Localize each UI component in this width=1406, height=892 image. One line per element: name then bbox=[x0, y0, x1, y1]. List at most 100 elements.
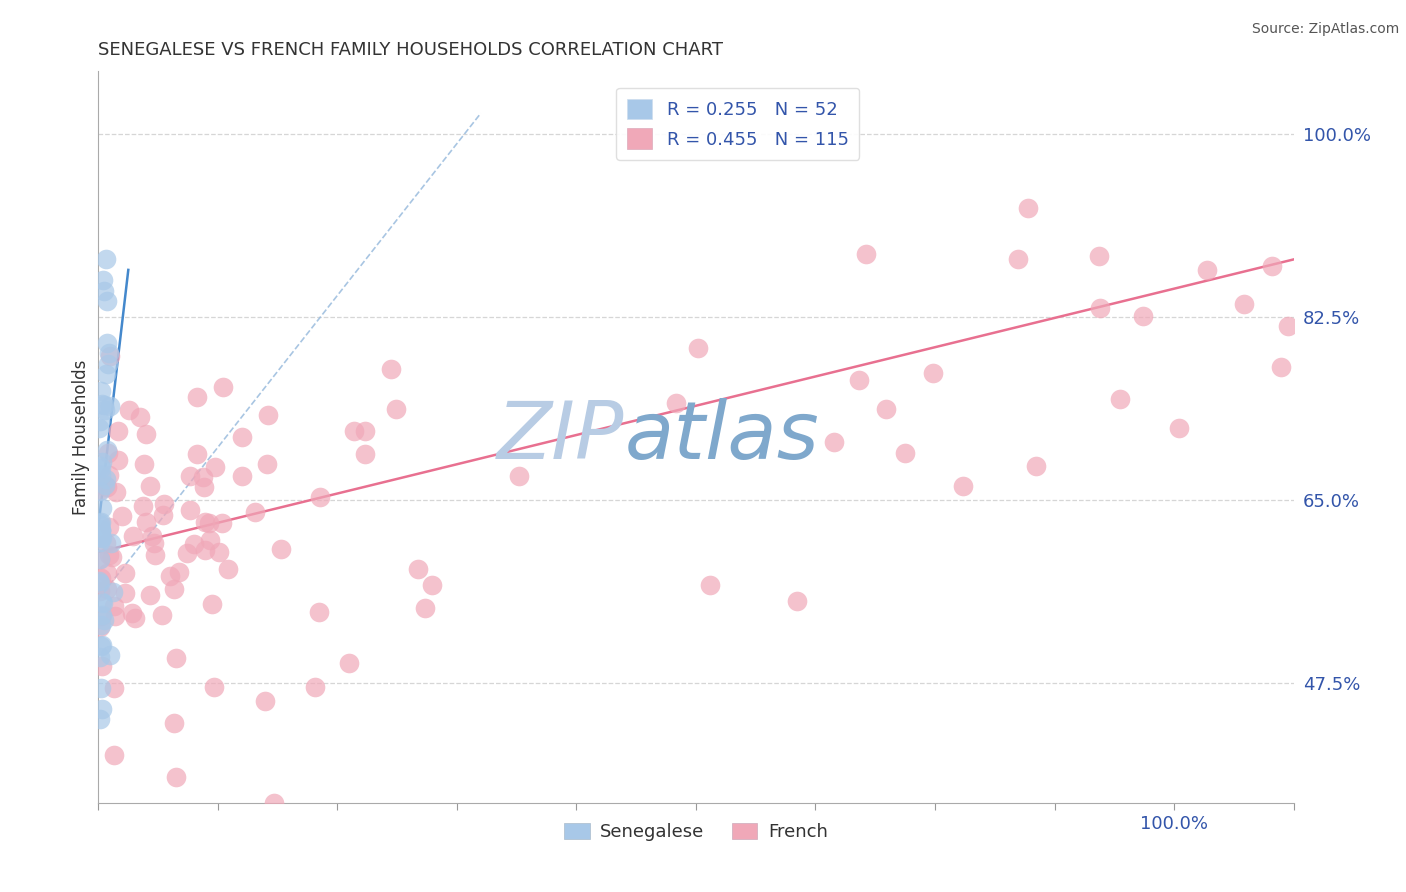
Point bbox=[129, 410, 152, 425]
Point bbox=[87, 529, 110, 543]
Point bbox=[96, 443, 118, 458]
Point bbox=[114, 566, 136, 580]
Point bbox=[103, 747, 125, 762]
Point bbox=[1195, 262, 1218, 277]
Point bbox=[89, 535, 111, 549]
Point bbox=[211, 516, 233, 530]
Point bbox=[406, 562, 429, 576]
Point bbox=[699, 577, 721, 591]
Point bbox=[90, 516, 112, 530]
Point bbox=[1017, 202, 1039, 216]
Point bbox=[89, 551, 111, 566]
Point bbox=[93, 284, 115, 298]
Point bbox=[217, 562, 239, 576]
Point bbox=[90, 639, 112, 653]
Point bbox=[98, 520, 121, 534]
Point bbox=[1090, 301, 1112, 315]
Point bbox=[163, 716, 186, 731]
Point bbox=[183, 537, 205, 551]
Point bbox=[354, 424, 377, 438]
Point bbox=[894, 446, 917, 460]
Point bbox=[855, 246, 877, 260]
Point bbox=[90, 639, 112, 653]
Point bbox=[922, 366, 945, 380]
Point bbox=[100, 550, 122, 565]
Point bbox=[186, 447, 208, 461]
Point bbox=[263, 796, 285, 810]
Point bbox=[132, 457, 155, 471]
Point bbox=[848, 373, 870, 387]
Point bbox=[231, 468, 253, 483]
Point bbox=[135, 427, 157, 442]
Point bbox=[89, 518, 111, 533]
Point bbox=[121, 607, 143, 621]
Point bbox=[1277, 318, 1299, 333]
Point bbox=[1168, 420, 1191, 434]
Point bbox=[243, 505, 266, 519]
Point bbox=[508, 468, 530, 483]
Point bbox=[98, 399, 121, 413]
Point bbox=[91, 500, 114, 515]
Point bbox=[91, 658, 114, 673]
Point bbox=[152, 508, 174, 522]
Point bbox=[204, 460, 226, 475]
Y-axis label: Family Households: Family Households bbox=[72, 359, 90, 515]
Point bbox=[100, 536, 122, 550]
Point bbox=[89, 576, 111, 591]
Point bbox=[89, 551, 111, 566]
Point bbox=[354, 447, 377, 461]
Point bbox=[90, 609, 112, 624]
Point bbox=[159, 569, 181, 583]
Point bbox=[107, 452, 129, 467]
Point bbox=[150, 608, 173, 623]
Point bbox=[124, 611, 146, 625]
Point bbox=[89, 414, 111, 428]
Point bbox=[138, 479, 160, 493]
Point bbox=[98, 468, 121, 483]
Point bbox=[380, 362, 402, 376]
Point bbox=[212, 380, 235, 394]
Text: atlas: atlas bbox=[624, 398, 820, 476]
Point bbox=[823, 435, 845, 450]
Point bbox=[98, 349, 121, 363]
Point bbox=[89, 712, 111, 726]
Point bbox=[96, 566, 118, 581]
Point bbox=[89, 516, 111, 530]
Point bbox=[89, 484, 111, 499]
Point bbox=[91, 273, 114, 287]
Point bbox=[103, 599, 125, 613]
Point bbox=[111, 509, 134, 524]
Point bbox=[141, 529, 163, 543]
Point bbox=[191, 469, 214, 483]
Point bbox=[96, 336, 118, 351]
Point bbox=[169, 566, 191, 580]
Point bbox=[179, 503, 201, 517]
Point bbox=[118, 402, 141, 417]
Point bbox=[1007, 252, 1029, 267]
Point bbox=[89, 583, 111, 598]
Point bbox=[90, 523, 112, 537]
Point bbox=[339, 656, 361, 670]
Point bbox=[343, 424, 366, 438]
Point bbox=[420, 578, 443, 592]
Point bbox=[952, 479, 974, 493]
Point bbox=[665, 396, 688, 410]
Point bbox=[1132, 310, 1154, 324]
Point bbox=[1233, 297, 1256, 311]
Point bbox=[98, 548, 121, 562]
Point bbox=[96, 582, 118, 596]
Point bbox=[304, 680, 326, 694]
Point bbox=[93, 614, 115, 628]
Point bbox=[132, 500, 155, 514]
Point bbox=[194, 543, 217, 558]
Point bbox=[163, 582, 186, 597]
Point bbox=[257, 408, 280, 422]
Point bbox=[1261, 259, 1284, 273]
Point bbox=[94, 252, 117, 267]
Point bbox=[114, 585, 136, 599]
Point bbox=[186, 390, 208, 404]
Text: ZIP: ZIP bbox=[496, 398, 624, 476]
Point bbox=[253, 694, 276, 708]
Point bbox=[90, 681, 112, 695]
Point bbox=[90, 455, 112, 469]
